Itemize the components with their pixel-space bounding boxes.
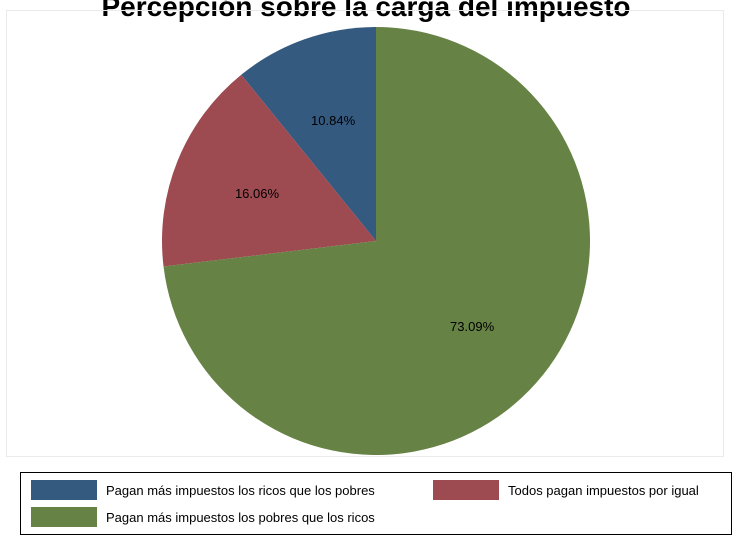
pie-slice-pobres <box>163 27 591 455</box>
plot-area <box>6 10 724 457</box>
legend: Pagan más impuestos los ricos que los po… <box>20 472 732 535</box>
legend-swatch <box>31 480 97 500</box>
legend-label: Pagan más impuestos los ricos que los po… <box>106 482 375 498</box>
legend-swatch <box>433 480 499 500</box>
pie-slice-igual <box>162 74 376 267</box>
legend-label: Todos pagan impuestos por igual <box>508 482 699 498</box>
pie-label-ricos: 10.84% <box>311 113 356 128</box>
pie-slices <box>162 27 591 455</box>
pie-label-igual: 16.06% <box>235 186 280 201</box>
pie-slice-ricos <box>241 27 376 241</box>
pie-label-pobres: 73.09% <box>450 319 495 334</box>
legend-item-ricos: Pagan más impuestos los ricos que los po… <box>31 480 375 500</box>
legend-item-igual: Todos pagan impuestos por igual <box>433 480 699 500</box>
pie-labels: 10.84% 16.06% 73.09% <box>235 113 495 334</box>
legend-item-pobres: Pagan más impuestos los pobres que los r… <box>31 507 375 527</box>
legend-label: Pagan más impuestos los pobres que los r… <box>106 509 375 525</box>
legend-swatch <box>31 507 97 527</box>
